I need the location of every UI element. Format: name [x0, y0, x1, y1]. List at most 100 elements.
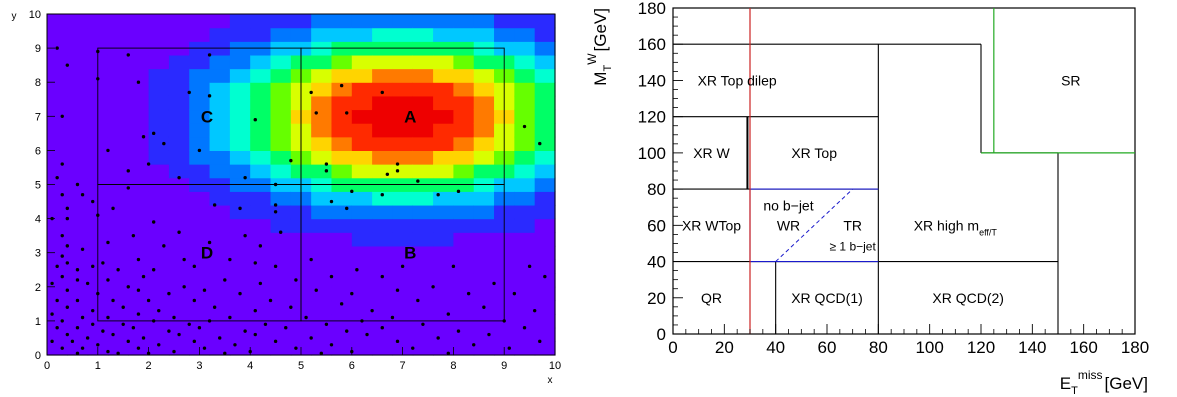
heatmap-cell	[351, 54, 373, 70]
x-axis-label: x	[548, 375, 553, 386]
heatmap-cell	[107, 54, 129, 70]
heatmap-cell	[514, 150, 536, 165]
data-point	[121, 322, 125, 327]
region-label: XR WTop	[682, 217, 741, 233]
heatmap-cell	[453, 341, 475, 356]
heatmap-cell	[453, 82, 475, 97]
heatmap-cell	[189, 327, 211, 342]
heatmap-cell	[47, 123, 68, 138]
heatmap-cell	[290, 14, 312, 29]
region-label: TR	[843, 217, 862, 233]
data-point	[253, 308, 257, 313]
heatmap-cell	[128, 273, 150, 288]
heatmap-cell	[351, 327, 373, 342]
heatmap-cell	[453, 232, 475, 247]
heatmap-cell	[514, 245, 536, 261]
heatmap-cell	[514, 123, 536, 138]
y-tick-label: 100	[638, 144, 666, 163]
heatmap-cell	[392, 273, 414, 288]
heatmap-cell	[189, 136, 211, 151]
heatmap-cell	[453, 164, 475, 179]
heatmap-cell	[372, 341, 394, 356]
y-tick-label: 6	[35, 145, 41, 157]
heatmap-cell	[189, 204, 211, 220]
data-point	[151, 268, 156, 272]
heatmap-cell	[351, 150, 373, 165]
heatmap-cell	[514, 273, 536, 288]
heatmap-cell	[412, 204, 434, 220]
data-point	[309, 90, 313, 95]
data-point	[436, 193, 440, 197]
heatmap-cell	[412, 232, 434, 247]
data-point	[162, 141, 166, 146]
heatmap-cell	[189, 245, 211, 261]
heatmap-cell	[67, 245, 89, 261]
heatmap-cell	[372, 218, 394, 233]
heatmap-cell	[433, 259, 454, 274]
heatmap-cell	[392, 136, 414, 151]
heatmap-cell	[331, 54, 353, 70]
data-point	[268, 298, 273, 303]
heatmap-cell	[473, 82, 495, 97]
heatmap-cell	[209, 164, 231, 179]
heatmap-cell	[412, 341, 434, 356]
heatmap-cell	[514, 204, 536, 220]
data-point	[136, 80, 141, 84]
heatmap-cell	[107, 68, 129, 83]
heatmap-cell	[534, 218, 556, 233]
x-axis-label-unit: [GeV]	[1105, 374, 1148, 393]
heatmap-cell	[473, 14, 495, 29]
heatmap-cell	[534, 327, 556, 342]
region-label: XR QCD(2)	[932, 290, 1004, 306]
heatmap-cell	[128, 204, 150, 220]
heatmap-cell	[534, 286, 556, 302]
data-point	[151, 220, 156, 224]
data-point	[65, 206, 70, 211]
heatmap-cell	[209, 136, 231, 151]
heatmap-cell	[412, 109, 434, 124]
heatmap-cell	[67, 164, 89, 179]
heatmap-cell	[270, 341, 292, 356]
heatmap-cell	[209, 191, 231, 206]
heatmap-cell	[168, 232, 190, 247]
heatmap-cell	[311, 286, 333, 302]
heatmap-cell	[453, 218, 475, 233]
heatmap-cell	[189, 54, 211, 70]
heatmap-cell	[412, 218, 434, 233]
heatmap-cell	[412, 327, 434, 342]
heatmap-cell	[473, 273, 495, 288]
heatmap-cell	[67, 150, 89, 165]
data-point	[151, 131, 156, 136]
heatmap-cell	[148, 136, 170, 151]
data-point	[411, 346, 415, 350]
heatmap-cell	[351, 273, 373, 288]
heatmap-cell	[189, 164, 211, 179]
data-point	[60, 274, 64, 279]
heatmap-cell	[209, 150, 231, 165]
data-point	[121, 305, 125, 309]
y-axis-label-unit: [GeV]	[591, 8, 610, 51]
data-point	[472, 343, 476, 347]
region-label: WR	[777, 217, 800, 233]
data-point	[126, 53, 130, 57]
region-label: D	[201, 244, 213, 263]
data-point	[212, 203, 217, 207]
heatmap-cell	[250, 273, 272, 288]
data-point	[273, 339, 278, 344]
heatmap-cell	[148, 245, 170, 261]
data-point	[141, 336, 146, 340]
data-point	[96, 77, 100, 81]
x-tick-label: 0	[44, 360, 50, 372]
heatmap-cell	[229, 14, 251, 29]
heatmap-cell	[331, 273, 353, 288]
data-point	[91, 199, 95, 204]
heatmap-cell	[351, 164, 373, 179]
heatmap-cell	[473, 136, 495, 151]
heatmap-cell	[372, 82, 394, 97]
heatmap-cell	[534, 232, 556, 247]
heatmap-cell	[514, 68, 536, 83]
heatmap-cell	[67, 54, 89, 70]
data-point	[294, 278, 298, 282]
heatmap-cell	[433, 300, 454, 315]
heatmap-cell	[47, 314, 68, 329]
